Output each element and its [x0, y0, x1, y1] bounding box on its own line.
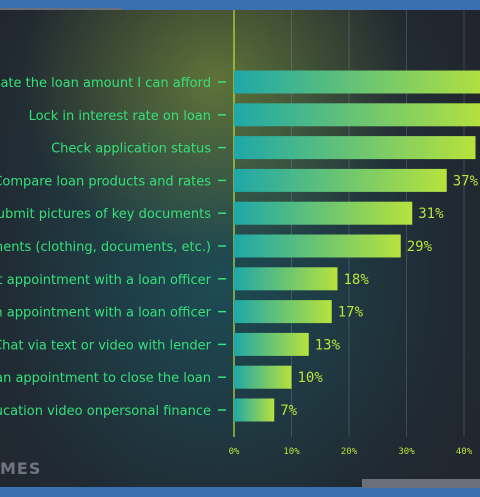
bottom-frame-accent	[362, 479, 480, 488]
value-label: 7%	[280, 403, 297, 419]
bar	[234, 201, 413, 225]
category-label: nt appointment with a loan officer	[0, 273, 212, 288]
category-label: Check application status	[51, 142, 211, 157]
bottom-frame-bar	[0, 487, 480, 497]
x-tick-label: 30%	[398, 447, 415, 457]
top-frame-bar	[0, 0, 480, 10]
value-label: 37%	[453, 173, 479, 189]
category-label: uate the loan amount I can afford	[0, 76, 211, 91]
x-tick-label: 40%	[456, 447, 473, 457]
x-tick-label: 0%	[229, 447, 240, 457]
chart-panel: uate the loan amount I can afford Lock in…	[0, 10, 480, 487]
x-tick-labels: 0% 10% 20% 30% 40%	[229, 447, 473, 457]
bar	[234, 332, 309, 356]
bar	[234, 70, 480, 94]
bar	[234, 103, 480, 127]
bar	[234, 267, 338, 291]
bar-chart: uate the loan amount I can afford Lock in…	[0, 10, 480, 457]
bar	[234, 398, 275, 422]
value-label: 29%	[407, 239, 433, 255]
category-label: Compare loan products and rates	[0, 174, 211, 189]
value-label: 18%	[344, 272, 370, 288]
value-label: 13%	[315, 337, 341, 353]
category-label: Lock in interest rate on loan	[29, 109, 211, 124]
value-label: 31%	[418, 206, 444, 222]
category-label: ubmit pictures of key documents	[0, 207, 211, 222]
value-labels: 37% 31% 29% 18% 17% 13% 10% 7%	[280, 173, 478, 419]
value-label: 17%	[338, 305, 364, 321]
bar	[234, 300, 332, 324]
bars	[234, 70, 480, 422]
category-label: ments (clothing, documents, etc.)	[0, 240, 211, 255]
bar	[234, 136, 476, 160]
value-label: 10%	[298, 370, 324, 386]
x-tick-label: 10%	[283, 447, 300, 457]
category-label: an appointment to close the loan	[0, 371, 211, 386]
category-labels: uate the loan amount I can afford Lock in…	[0, 76, 226, 419]
bar	[234, 168, 447, 192]
bar	[234, 365, 292, 389]
brand-text: MES	[0, 459, 42, 478]
category-label: Chat via text or video with lender	[0, 338, 212, 353]
x-tick-label: 20%	[341, 447, 358, 457]
category-label: n appointment with a loan officer	[0, 306, 212, 321]
bar	[234, 234, 401, 258]
category-label: ucation video onpersonal finance	[0, 404, 211, 419]
